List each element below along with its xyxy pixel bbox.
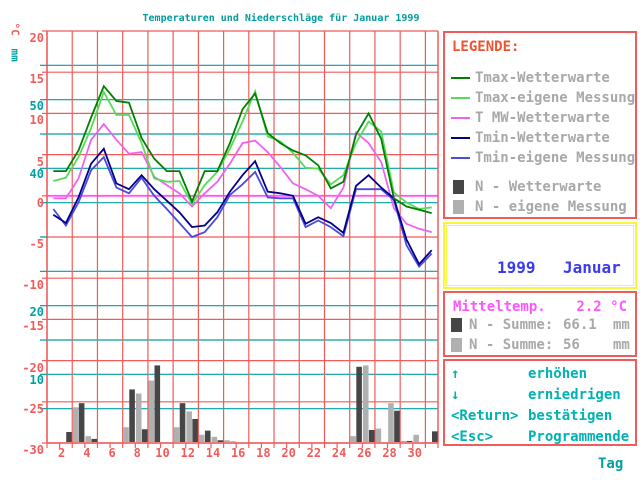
- axis-tick-label: -15: [22, 319, 44, 334]
- axis-tick-label: 0: [36, 195, 44, 210]
- legend-item-n-wetterwarte: N - Wetterwarte: [449, 179, 633, 195]
- year-value: 1999: [497, 258, 536, 277]
- tmax-eigene-line-swatch: [451, 97, 470, 99]
- axis-tick-label: 20: [29, 31, 44, 45]
- axis-tick-label: 5: [36, 154, 44, 169]
- key-action-label: Programmende: [528, 429, 630, 445]
- key-action-label: bestätigen: [528, 408, 613, 424]
- legend-panel: LEGENDE: Tmax-Wetterwarte Tmax-eigene Me…: [443, 31, 637, 219]
- n-sum-wetterwarte-row: N - Summe: 66.1 mm: [451, 317, 633, 333]
- key-return-row: <Return> bestätigen: [451, 408, 633, 424]
- axis-tick-label: 28: [382, 446, 397, 460]
- n-wetterwarte-swatch: [451, 318, 462, 332]
- axis-tick-label: 6: [108, 446, 116, 460]
- mm-axis-unit: mm: [8, 48, 22, 62]
- key-up-row: ↑ erhöhen: [451, 366, 633, 382]
- n-sum-unit: mm: [613, 337, 630, 353]
- axis-tick-label: 10: [155, 446, 170, 460]
- axis-tick-label: 20: [281, 446, 296, 460]
- page-title: Temperaturen und Niederschläge für Janua…: [142, 13, 420, 24]
- axis-tick-label: -20: [22, 360, 44, 375]
- month-value: Januar: [563, 258, 621, 277]
- tmax-wetterwarte-line-swatch: [451, 77, 470, 79]
- key-down-row: ↓ erniedrigen: [451, 387, 633, 403]
- legend-item-tmin-wetterwarte: Tmin-Wetterwarte: [449, 130, 633, 146]
- axis-tick-label: 50: [29, 98, 44, 113]
- x-axis-title: Tag: [598, 456, 624, 472]
- return-key-label: <Return>: [451, 408, 519, 424]
- legend-item-tmw: T MW-Wetterwarte: [449, 110, 633, 126]
- n-sum-unit: mm: [613, 317, 630, 333]
- esc-key-label: <Esc>: [451, 429, 494, 445]
- legend-label: Tmax-eigene Messung: [475, 90, 636, 106]
- legend-label: Tmax-Wetterwarte: [475, 70, 610, 86]
- legend-label: N - Wetterwarte: [475, 179, 602, 195]
- tmw-line-swatch: [451, 117, 470, 119]
- n-sum-value: 66.1: [563, 317, 597, 333]
- legend-item-tmax-eigene: Tmax-eigene Messung: [449, 90, 636, 106]
- legend-item-n-eigene: N - eigene Messung: [449, 199, 633, 215]
- key-action-label: erniedrigen: [528, 387, 621, 403]
- legend-heading: LEGENDE:: [452, 39, 520, 55]
- axis-tick-label: -30: [22, 443, 44, 457]
- n-eigene-bar-swatch: [453, 200, 464, 214]
- axis-tick-label: 8: [133, 446, 141, 460]
- axis-tick-label: 20: [29, 304, 44, 319]
- statistics-panel: Mitteltemp. 2.2 °C N - Summe: 66.1 mm N …: [443, 291, 637, 357]
- month-box-inner-border: [446, 225, 634, 286]
- axis-tick-label: -25: [22, 401, 44, 416]
- n-wetterwarte-bar-swatch: [453, 180, 464, 194]
- axis-tick-label: -5: [29, 237, 44, 251]
- tmin-eigene-line-swatch: [451, 157, 470, 159]
- axis-tick-label: 40: [29, 167, 44, 182]
- axis-tick-label: 22: [306, 446, 322, 460]
- mean-temp-label: Mitteltemp.: [453, 299, 546, 315]
- n-sum-label: N - Summe:: [469, 337, 554, 353]
- axis-tick-label: 2: [57, 446, 66, 460]
- axis-tick-label: -10: [22, 278, 44, 293]
- legend-item-tmax-wetterwarte: Tmax-Wetterwarte: [449, 70, 633, 86]
- key-esc-row: <Esc> Programmende: [451, 429, 633, 445]
- legend-label: Tmin-eigene Messung: [475, 150, 636, 166]
- legend-label: Tmin-Wetterwarte: [475, 130, 610, 146]
- tmin-wetterwarte-line-swatch: [451, 137, 470, 139]
- axis-tick-label: 30: [407, 446, 422, 460]
- axis-tick-label: 24: [331, 446, 347, 460]
- key-action-label: erhöhen: [528, 366, 588, 382]
- arrow-down-icon: ↓: [451, 387, 460, 403]
- mean-temp-value: 2.2 °C: [576, 299, 627, 315]
- axis-tick-label: 16: [230, 446, 246, 460]
- n-sum-label: N - Summe:: [469, 317, 554, 333]
- axis-tick-label: 14: [205, 446, 221, 460]
- arrow-up-icon: ↑: [451, 366, 460, 382]
- legend-item-tmin-eigene: Tmin-eigene Messung: [449, 150, 636, 166]
- axis-tick-label: 12: [180, 446, 195, 460]
- key-commands-panel: ↑ erhöhen ↓ erniedrigen <Return> bestäti…: [443, 359, 637, 446]
- legend-label: T MW-Wetterwarte: [475, 110, 610, 126]
- axis-tick-label: 4: [83, 446, 91, 460]
- month-selector-box[interactable]: 1999 Januar: [443, 222, 637, 289]
- axis-tick-label: 18: [256, 446, 271, 460]
- axis-tick-label: 10: [29, 113, 44, 128]
- n-sum-value: 56: [563, 337, 580, 353]
- n-eigene-swatch: [451, 338, 462, 352]
- axis-tick-label: 15: [29, 72, 44, 87]
- legend-label: N - eigene Messung: [475, 199, 627, 215]
- n-sum-eigene-row: N - Summe: 56 mm: [451, 337, 633, 353]
- axis-tick-label: 26: [357, 446, 372, 460]
- axis-tick-label: 10: [29, 373, 44, 388]
